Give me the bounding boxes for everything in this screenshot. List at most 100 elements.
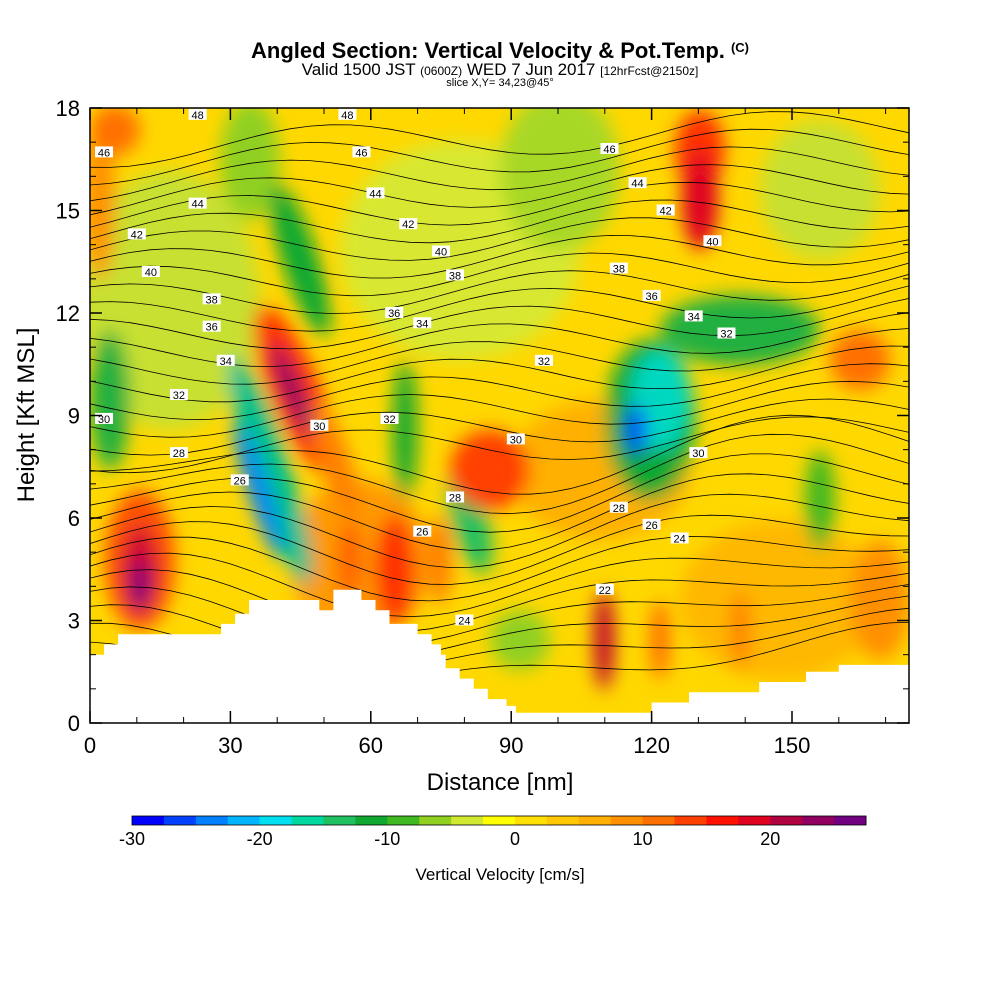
colorbar-swatch: [738, 816, 771, 825]
isentrope-line: [90, 111, 909, 168]
contour-label: 30: [692, 448, 704, 460]
contour-label: 38: [206, 294, 218, 306]
contour-label: 44: [192, 199, 204, 211]
colorbar-tick-label: 20: [760, 829, 780, 849]
contour-label-box: [670, 532, 689, 544]
x-tick-label: 120: [633, 733, 670, 758]
contour-label-box: [127, 228, 146, 240]
isentrope-line: [90, 536, 909, 602]
contour-label: 30: [98, 414, 110, 426]
contour-label-box: [216, 354, 235, 366]
contour-label: 28: [449, 493, 461, 505]
chart-title: Angled Section: Vertical Velocity & Pot.…: [251, 38, 749, 63]
contour-label-box: [595, 583, 614, 595]
isentrope-line: [90, 164, 909, 216]
contour-label-box: [684, 310, 703, 322]
contour-label-box: [446, 269, 465, 281]
contour-label-box: [656, 204, 675, 216]
contour-label: 42: [131, 229, 143, 241]
x-tick-label: 150: [774, 733, 811, 758]
contour-label: 44: [631, 178, 643, 190]
colorbar-swatch: [514, 816, 548, 825]
contour-label-box: [380, 412, 399, 424]
contour-label: 26: [416, 527, 428, 539]
isentrope-line: [90, 270, 909, 314]
colorbar-swatch: [355, 816, 388, 825]
colorbar-swatch: [387, 816, 420, 825]
isentrope-line: [90, 199, 909, 244]
colorbar-swatch: [451, 816, 484, 825]
contour-label: 40: [435, 247, 447, 259]
isentrope-line: [90, 285, 909, 332]
isentrope-line: [90, 552, 909, 618]
colorbar-swatch: [802, 816, 835, 825]
contour-label: 46: [98, 147, 110, 159]
colorbar-swatch: [259, 816, 293, 825]
contour-label: 40: [145, 267, 157, 279]
contour-label: 36: [206, 322, 218, 334]
y-axis-label: Height [Kft MSL]: [13, 328, 40, 503]
colorbar-swatch: [546, 816, 580, 825]
isentrope-line: [90, 493, 909, 569]
slice-info: slice X,Y= 34,23@45°: [446, 77, 554, 89]
contour-label: 24: [674, 534, 686, 546]
contour-label-box: [689, 447, 708, 459]
contour-label-box: [230, 474, 249, 486]
contour-label-box: [202, 293, 221, 305]
y-tick-label: 15: [56, 199, 80, 224]
contour-label: 34: [688, 311, 700, 323]
y-tick-label: 0: [68, 711, 80, 736]
potential-temperature-contours: [90, 111, 909, 689]
contour-label-box: [188, 108, 207, 120]
isentrope-line: [90, 128, 909, 186]
isentrope-line: [90, 514, 909, 585]
isentrope-line: [90, 473, 909, 551]
valid-time: Valid 1500 JST (0600Z) WED 7 Jun 2017 [1…: [301, 60, 699, 79]
y-tick-label: 3: [68, 609, 80, 634]
colorbar-swatch: [291, 816, 324, 825]
contour-label-box: [413, 525, 432, 537]
contour-label: 32: [720, 329, 732, 341]
contour-label: 48: [341, 110, 353, 122]
colorbar-swatch: [323, 816, 356, 825]
contour-label: 34: [416, 318, 428, 330]
contour-label-box: [432, 245, 450, 257]
isentrope-line: [90, 453, 909, 533]
x-tick-label: 60: [359, 733, 383, 758]
contour-label-box: [95, 412, 114, 424]
x-tick-label: 90: [499, 733, 523, 758]
isentrope-line: [90, 414, 909, 495]
colorbar-tick-label: -30: [119, 829, 145, 849]
contour-label: 46: [603, 144, 615, 156]
contour-label: 22: [599, 585, 611, 597]
contour-label-box: [310, 419, 329, 431]
x-tick-label: 30: [218, 733, 242, 758]
contour-label-box: [703, 235, 722, 247]
contour-label: 26: [234, 475, 246, 487]
colorbar-tick-label: -10: [374, 829, 400, 849]
colorbar-swatch: [419, 816, 452, 825]
contour-label: 42: [660, 206, 672, 218]
colorbar-swatch: [483, 816, 516, 825]
contour-label: 30: [510, 434, 522, 446]
colorbar-swatch: [610, 816, 644, 825]
contour-label-box: [534, 354, 553, 366]
y-tick-label: 18: [56, 96, 80, 121]
colorbar-tick-label: 10: [633, 829, 653, 849]
contour-label: 46: [355, 147, 367, 159]
colorbar: -30 -20 -10 0 10 20: [119, 815, 867, 849]
colorbar-frame: [131, 815, 867, 826]
contour-label-box: [352, 146, 371, 158]
colorbar-swatch: [195, 816, 229, 825]
contour-label: 42: [402, 219, 414, 231]
colorbar-swatch: [834, 816, 867, 825]
contour-label: 40: [706, 236, 718, 248]
colorbar-tick-label: 0: [510, 829, 520, 849]
contour-label-box: [366, 187, 385, 199]
isentrope-line: [90, 252, 909, 297]
contour-label-box: [399, 218, 418, 230]
contour-label: 32: [383, 414, 395, 426]
contour-label: 24: [458, 616, 470, 628]
contour-label-box: [455, 614, 474, 626]
